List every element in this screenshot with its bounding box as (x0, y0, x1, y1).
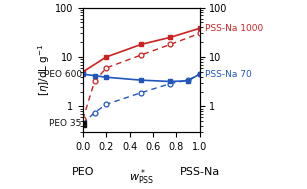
Text: PEO: PEO (72, 167, 94, 177)
Text: PSS-Na: PSS-Na (179, 167, 220, 177)
Text: PSS-Na 70: PSS-Na 70 (205, 70, 252, 79)
Text: $w^*_{\mathrm{PSS}}$: $w^*_{\mathrm{PSS}}$ (129, 167, 154, 187)
Text: PEO 600: PEO 600 (44, 70, 82, 79)
Text: PEO 35: PEO 35 (49, 119, 82, 128)
Text: PSS-Na 1000: PSS-Na 1000 (205, 24, 264, 33)
Y-axis label: $[\eta]$/dL g$^{-1}$: $[\eta]$/dL g$^{-1}$ (36, 44, 52, 96)
